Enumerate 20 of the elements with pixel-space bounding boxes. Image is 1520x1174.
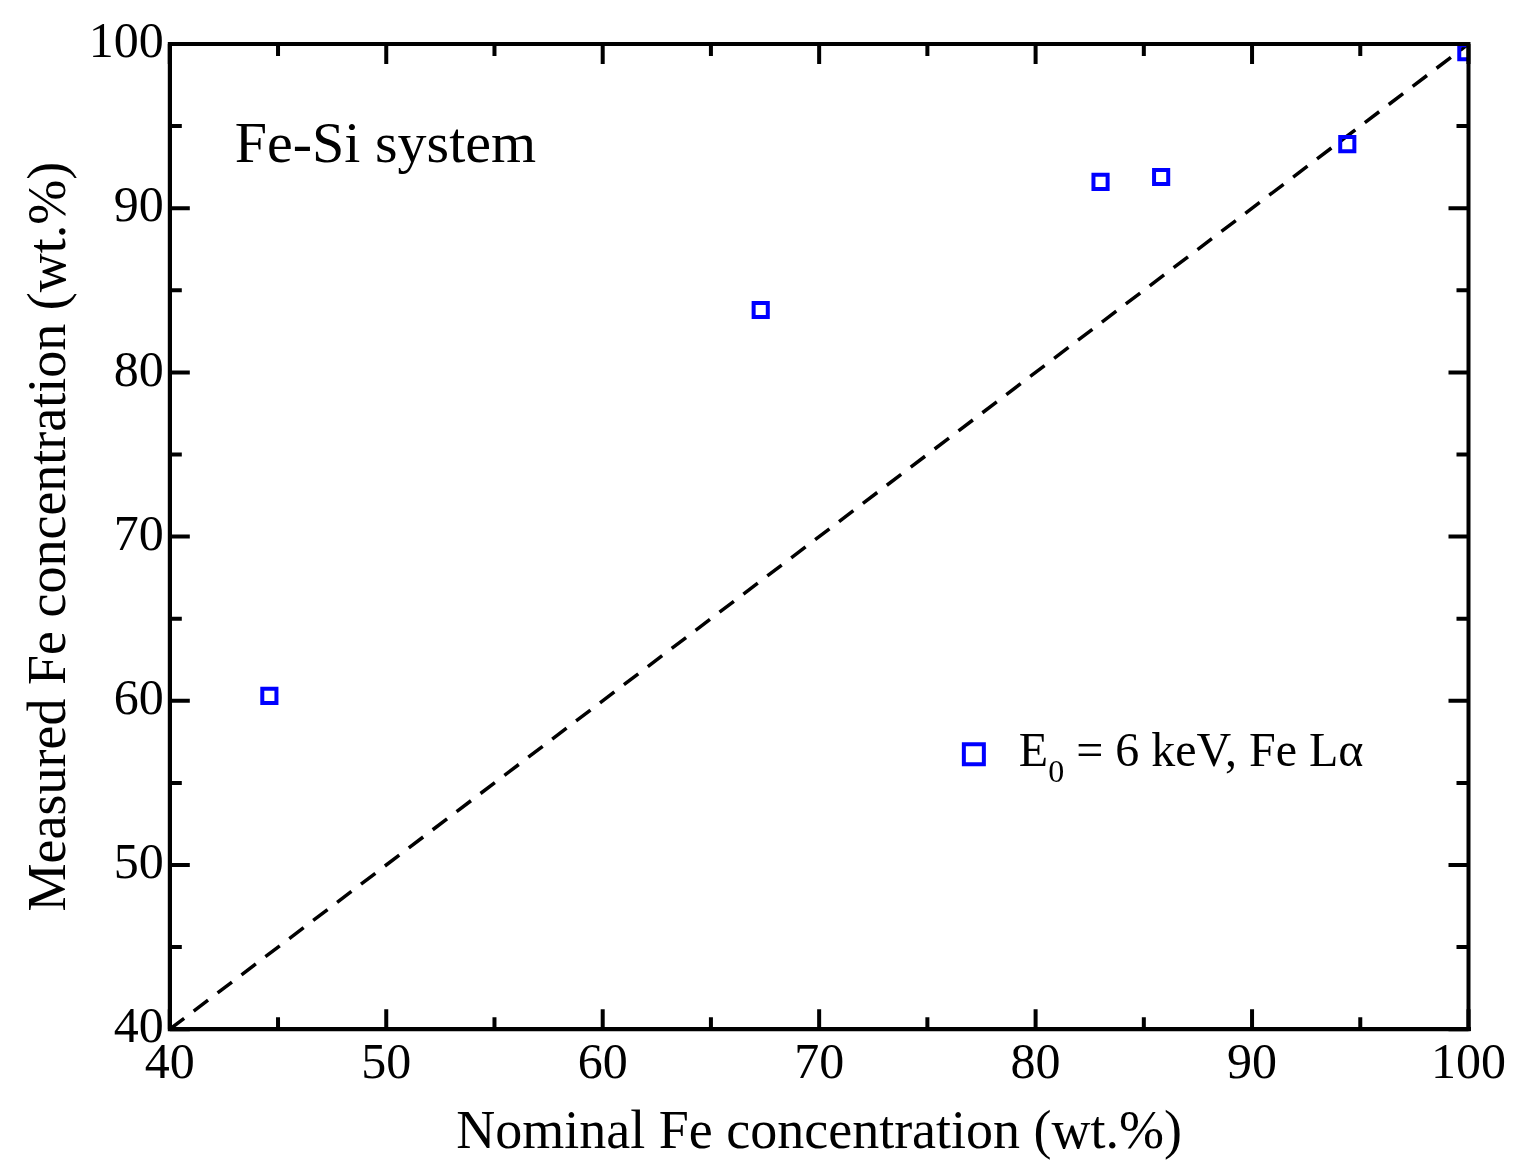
- point: [1091, 172, 1110, 191]
- x-tick-label: 90: [1227, 1033, 1278, 1090]
- annotation: Fe-Si system: [234, 110, 537, 175]
- point: [1338, 135, 1357, 154]
- y-tick-label: 70: [113, 504, 164, 561]
- point: [1152, 167, 1171, 187]
- x-tick-label: 70: [794, 1033, 845, 1090]
- y-tick-label: 100: [88, 12, 164, 69]
- x-axis-title: Nominal Fe concentration (wt.%): [456, 1099, 1183, 1160]
- x-tick-label: 50: [361, 1033, 412, 1090]
- y-tick-label: 90: [113, 176, 164, 233]
- y-tick-label: 50: [113, 833, 164, 890]
- x-tick-label: 100: [1431, 1033, 1506, 1090]
- x-tick-label: 60: [577, 1033, 628, 1090]
- point: [260, 686, 279, 705]
- y-tick-label: 80: [113, 340, 164, 397]
- y-axis-title: Measured Fe concentration (wt.%): [16, 161, 77, 912]
- x-tick-label: 80: [1010, 1033, 1061, 1090]
- point: [751, 300, 770, 320]
- y-tick-label: 60: [113, 668, 164, 725]
